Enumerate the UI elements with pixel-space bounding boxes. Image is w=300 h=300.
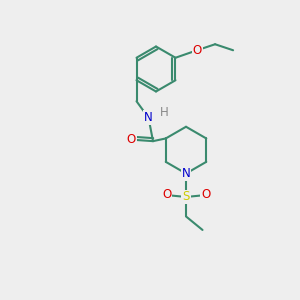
Text: N: N: [144, 111, 153, 124]
Text: O: O: [201, 188, 210, 201]
Text: O: O: [162, 188, 171, 201]
Text: N: N: [182, 167, 190, 180]
Text: H: H: [160, 106, 169, 119]
Text: O: O: [127, 133, 136, 146]
Text: O: O: [193, 44, 202, 57]
Text: S: S: [182, 190, 190, 203]
